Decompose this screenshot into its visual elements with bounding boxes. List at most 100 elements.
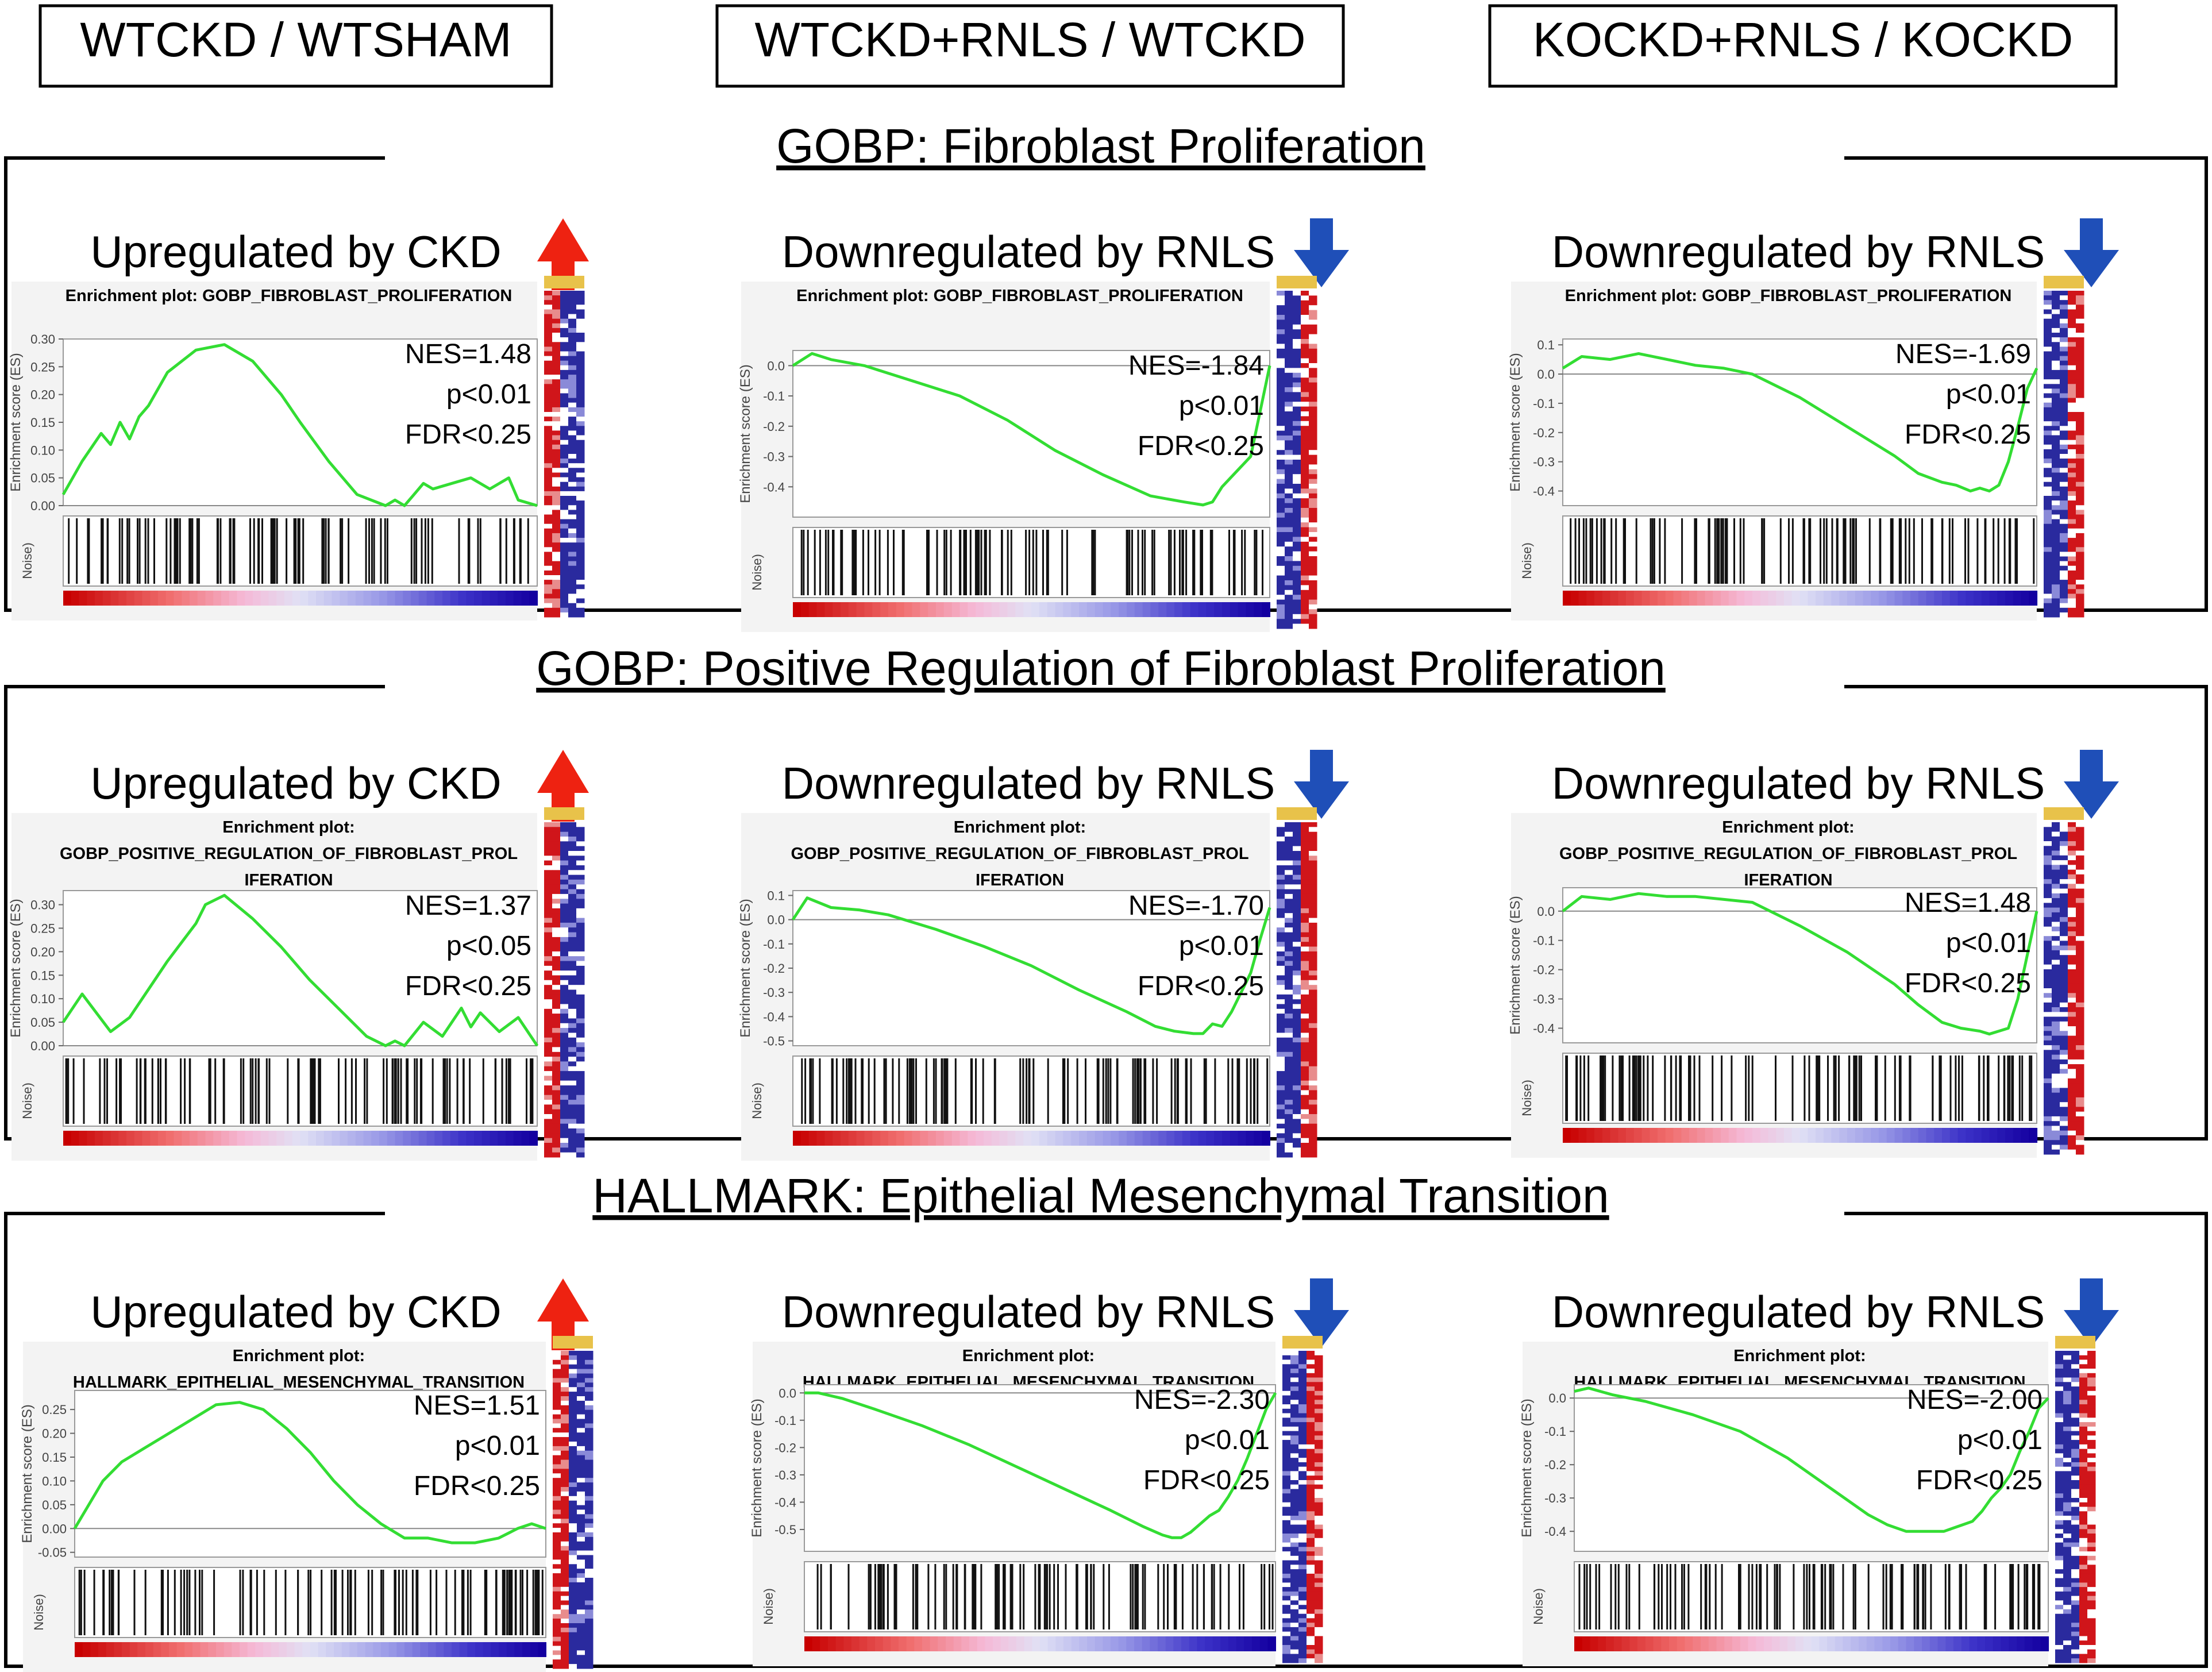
heatmap-cell bbox=[2055, 1582, 2064, 1588]
heatmap-cell bbox=[577, 1600, 585, 1605]
heatmap-cell bbox=[1282, 1547, 1291, 1552]
rank-gradient-segment bbox=[1673, 591, 1682, 606]
heatmap-cell bbox=[2055, 1386, 2064, 1392]
heatmap-cell bbox=[2052, 1145, 2060, 1150]
heatmap-cell bbox=[2076, 463, 2084, 468]
heatmap-cell bbox=[569, 1541, 577, 1547]
heatmap-cell bbox=[560, 1147, 569, 1153]
rank-gradient-segment bbox=[442, 591, 451, 606]
heatmap-cell bbox=[1309, 310, 1317, 315]
rank-gradient-segment bbox=[506, 1642, 515, 1657]
heatmap-cell bbox=[560, 351, 569, 357]
heatmap-cell bbox=[1298, 1627, 1307, 1632]
heatmap-cell bbox=[569, 1659, 577, 1665]
heatmap-cell bbox=[1301, 454, 1309, 460]
heatmap-cell bbox=[577, 1351, 585, 1356]
heatmap-cell bbox=[560, 407, 569, 413]
heatmap-cell bbox=[1315, 1645, 1323, 1650]
heatmap-cell bbox=[2063, 1618, 2072, 1623]
rank-gradient-segment bbox=[1086, 1131, 1096, 1146]
heatmap-cell bbox=[2044, 384, 2052, 389]
heatmap-cell bbox=[561, 1487, 569, 1492]
heatmap-cell bbox=[1307, 1560, 1315, 1565]
rank-gradient-segment bbox=[122, 1642, 130, 1657]
heatmap-cell bbox=[1315, 1547, 1323, 1552]
heatmap-cell bbox=[2060, 542, 2068, 548]
heatmap-cell bbox=[1315, 1654, 1323, 1659]
heatmap-cell bbox=[1309, 1033, 1317, 1038]
heatmap-cell bbox=[2063, 1573, 2072, 1579]
heatmap-cell bbox=[2068, 1116, 2076, 1122]
heatmap-cell bbox=[2087, 1395, 2096, 1400]
heatmap-cell bbox=[1282, 1640, 1291, 1646]
heatmap-cell bbox=[576, 846, 585, 852]
heatmap-cell bbox=[1277, 908, 1285, 914]
heatmap-cell bbox=[2060, 379, 2068, 384]
rank-gradient-segment bbox=[1689, 1128, 1698, 1143]
heatmap-cell bbox=[1282, 1609, 1291, 1615]
heatmap-cell bbox=[544, 1076, 553, 1081]
heatmap-cell bbox=[1285, 291, 1293, 296]
heatmap-cell bbox=[577, 1455, 585, 1461]
heatmap-cell bbox=[2076, 337, 2084, 342]
rank-gradient-segment bbox=[1182, 602, 1191, 617]
heatmap-cell bbox=[544, 1109, 553, 1115]
heatmap-cell bbox=[2068, 1130, 2076, 1136]
heatmap-cell bbox=[576, 837, 585, 842]
heatmap-cell bbox=[1301, 1066, 1309, 1072]
rank-gradient-segment bbox=[1816, 591, 1824, 606]
heatmap-cell bbox=[1315, 1386, 1323, 1392]
heatmap-cell bbox=[2052, 888, 2060, 894]
heatmap-cell bbox=[1309, 537, 1317, 542]
heatmap-cell bbox=[1301, 1109, 1309, 1115]
heatmap-cell bbox=[1277, 334, 1285, 340]
heatmap-cell bbox=[1293, 575, 1301, 581]
heatmap-cell bbox=[544, 449, 553, 454]
heatmap-cell bbox=[1298, 1466, 1307, 1471]
direction-label: Downregulated by RNLS bbox=[1552, 226, 2045, 277]
heatmap-cell bbox=[1298, 1462, 1307, 1467]
heatmap-cell bbox=[561, 1655, 569, 1660]
heatmap-cell bbox=[568, 856, 577, 861]
heatmap-cell bbox=[2044, 505, 2052, 510]
heatmap-cell bbox=[2076, 384, 2084, 389]
heatmap-cell bbox=[585, 1464, 594, 1469]
rank-gradient-segment bbox=[864, 602, 873, 617]
heatmap-cell bbox=[561, 1459, 569, 1465]
heatmap-cell bbox=[2079, 1475, 2088, 1481]
heatmap-cell bbox=[2068, 950, 2076, 956]
heatmap-cell bbox=[561, 1564, 569, 1569]
heatmap-cell bbox=[1290, 1351, 1299, 1356]
heatmap-cell bbox=[2052, 496, 2060, 501]
heatmap-cell bbox=[585, 1636, 594, 1642]
heatmap-cell bbox=[2071, 1636, 2080, 1641]
heatmap-cell bbox=[553, 1619, 561, 1624]
heatmap-cell bbox=[2060, 1016, 2068, 1022]
heatmap-cell bbox=[1301, 609, 1309, 615]
heatmap-cell bbox=[1307, 1520, 1315, 1525]
heatmap-cell bbox=[1285, 913, 1293, 918]
hit-panel bbox=[792, 1055, 1270, 1127]
heatmap-cell bbox=[1277, 460, 1285, 465]
heatmap-cell bbox=[1301, 527, 1309, 533]
heatmap-cell bbox=[2044, 860, 2052, 865]
rank-gradient-segment bbox=[1055, 602, 1064, 617]
heatmap-cell bbox=[1315, 1613, 1323, 1619]
heatmap-cell bbox=[544, 1114, 553, 1119]
heatmap-cell bbox=[2055, 1591, 2064, 1597]
heatmap-cell bbox=[1293, 1018, 1301, 1024]
heatmap-cell bbox=[552, 533, 561, 538]
heatmap-cell bbox=[1285, 580, 1293, 585]
heatmap-cell bbox=[577, 1536, 585, 1542]
heatmap-cell bbox=[2076, 309, 2084, 315]
heatmap-cell bbox=[1282, 1520, 1291, 1525]
heatmap-cell bbox=[1285, 1119, 1293, 1124]
heatmap-cell bbox=[2076, 841, 2084, 846]
heatmap-cell bbox=[1307, 1573, 1315, 1579]
heatmap-cell bbox=[2068, 936, 2076, 941]
fdr-value: FDR<0.25 bbox=[1138, 971, 1264, 1001]
heatmap-cell bbox=[577, 1387, 585, 1392]
heatmap-cell bbox=[2052, 1107, 2060, 1112]
